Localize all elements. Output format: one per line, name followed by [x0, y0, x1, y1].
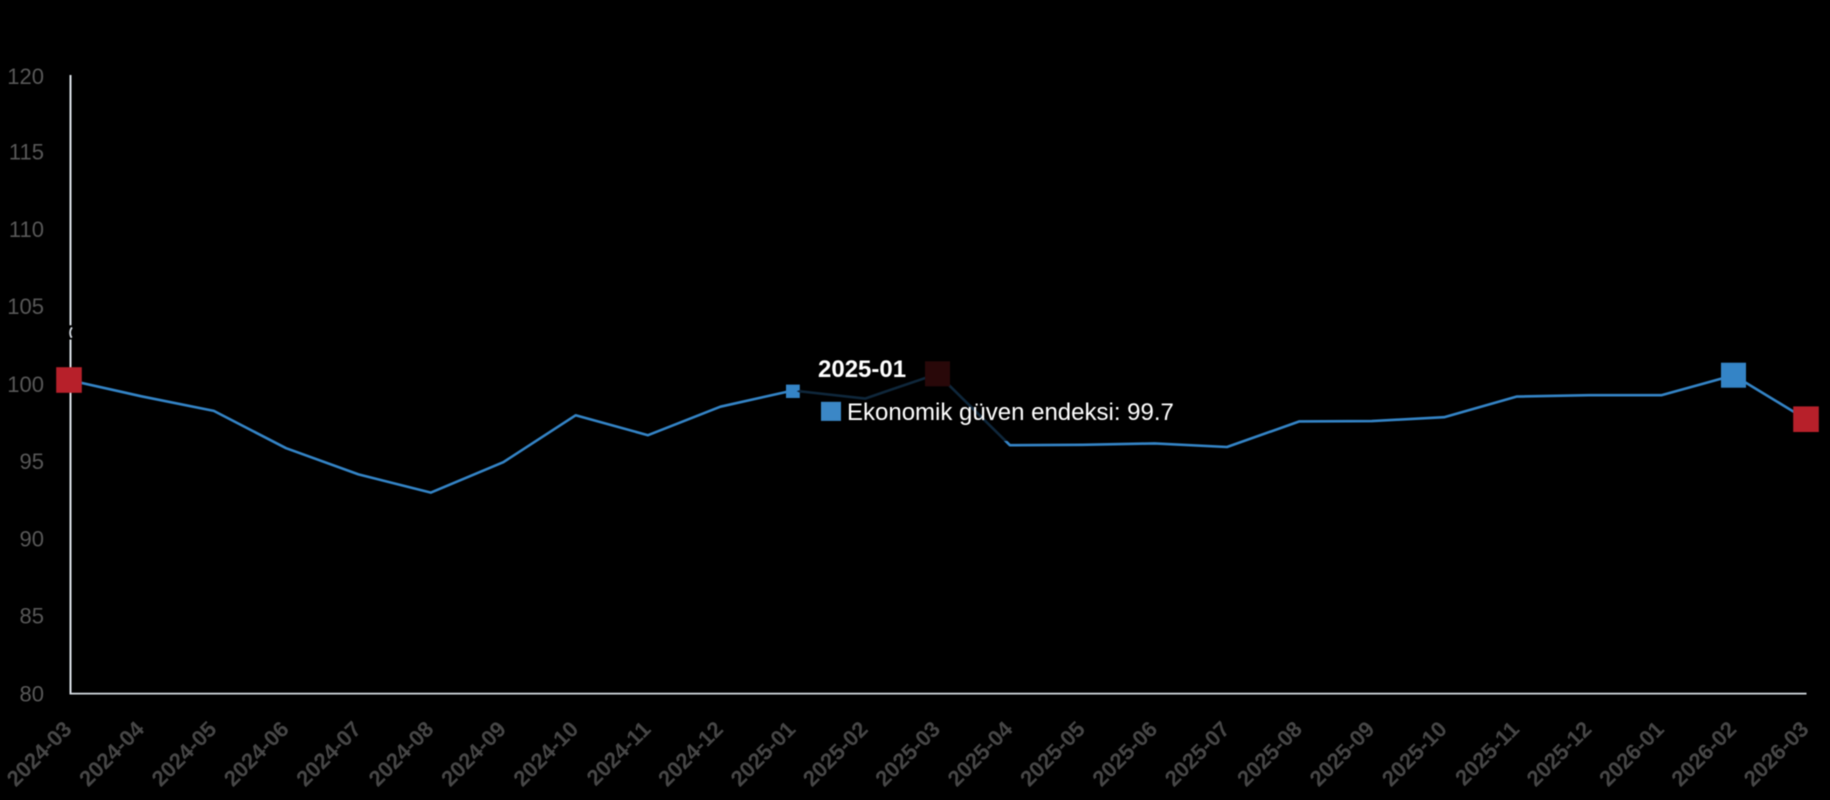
svg-text:Ekonomik güven endeksi: 99.7: Ekonomik güven endeksi: 99.7: [847, 399, 1174, 426]
svg-text:100: 100: [7, 372, 44, 397]
svg-text:80: 80: [20, 681, 44, 706]
svg-text:105: 105: [7, 294, 44, 319]
svg-text:2025-01: 2025-01: [818, 356, 906, 383]
svg-text:115: 115: [9, 140, 44, 165]
svg-text:110: 110: [9, 217, 44, 242]
svg-text:120: 120: [7, 64, 44, 89]
svg-text:90: 90: [20, 526, 44, 551]
svg-text:85: 85: [20, 604, 44, 629]
svg-text:95: 95: [20, 449, 44, 474]
